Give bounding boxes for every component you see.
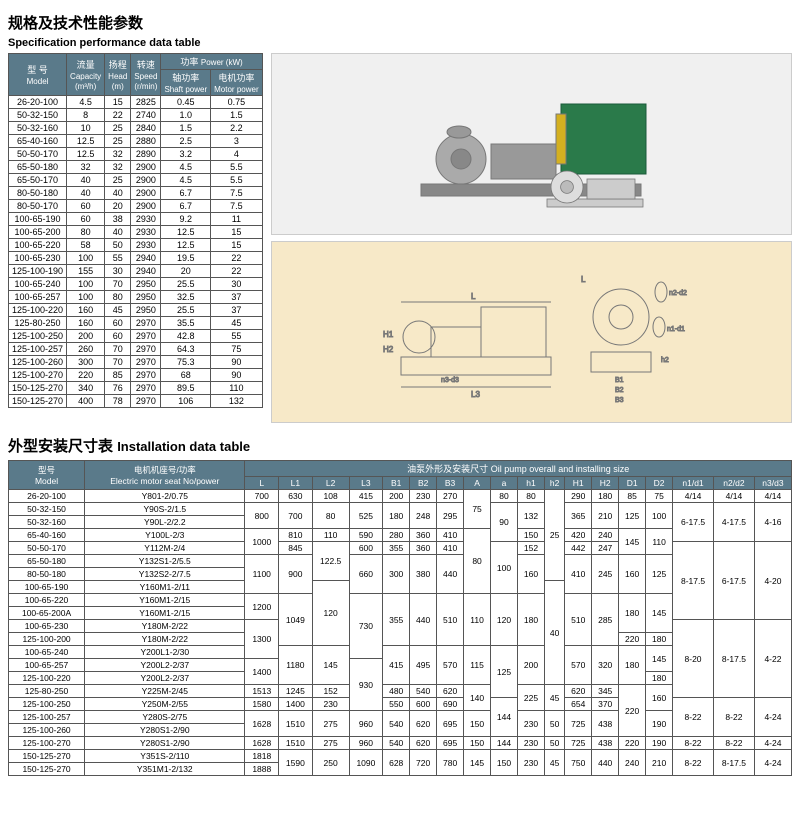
inst-title-en: Installation data table: [117, 439, 250, 454]
inst-table: 型号Model 电机机座号/功率Electric motor seat No/p…: [8, 460, 792, 776]
spec-title-cn: 规格及技术性能参数: [8, 12, 792, 33]
inst-title-cn: 外型安装尺寸表: [8, 438, 113, 455]
svg-text:B1: B1: [615, 377, 624, 384]
svg-text:B2: B2: [615, 387, 624, 394]
svg-text:n3-d3: n3-d3: [441, 377, 459, 384]
pump-photo: [271, 53, 792, 235]
dimension-diagram: L3 L H1H2 n3-d3 n2-d2 n1-d1 B1 B2 B3 h2 …: [271, 241, 792, 423]
svg-text:L3: L3: [471, 390, 480, 399]
svg-text:H2: H2: [383, 345, 394, 354]
svg-text:B3: B3: [615, 397, 624, 404]
spec-table: 型 号Model 流量Capacity(m³/h) 扬程Head(m) 转速Sp…: [8, 53, 263, 408]
svg-text:n1-d1: n1-d1: [667, 326, 685, 333]
svg-text:L: L: [581, 275, 586, 284]
svg-text:H1: H1: [383, 330, 394, 339]
spec-title-en: Specification performance data table: [8, 37, 792, 49]
svg-text:L: L: [471, 292, 476, 301]
svg-text:n2-d2: n2-d2: [669, 290, 687, 297]
svg-text:h2: h2: [661, 357, 669, 364]
